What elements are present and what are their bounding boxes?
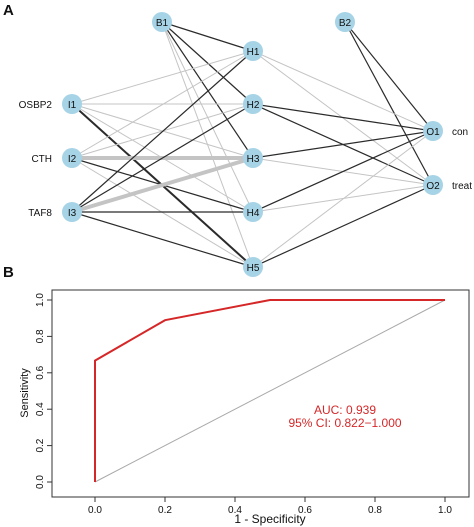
auc-annotation: AUC: 0.939 xyxy=(314,403,376,417)
node-h1 xyxy=(243,41,263,61)
y-tick-label: 0.2 xyxy=(35,438,46,452)
edge-i3-h1 xyxy=(71,50,254,213)
panel-b-label: B xyxy=(3,264,14,281)
node-label-h3: H3 xyxy=(247,154,260,165)
edge-h1-o1 xyxy=(252,50,434,132)
x-tick-label: 0.0 xyxy=(88,505,102,516)
edge-i1-h1 xyxy=(71,50,254,105)
node-name-i1: OSBP2 xyxy=(19,100,53,111)
node-label-h5: H5 xyxy=(247,263,260,274)
edge-b1-h4 xyxy=(161,21,254,213)
y-tick-label: 1.0 xyxy=(35,293,46,307)
plot-frame xyxy=(51,289,470,498)
x-tick-label: 0.2 xyxy=(158,505,172,516)
node-b2 xyxy=(335,12,355,32)
y-tick-label: 0.6 xyxy=(35,365,46,379)
node-label-h1: H1 xyxy=(247,47,260,58)
node-label-h2: H2 xyxy=(247,100,260,111)
node-name-i3: TAF8 xyxy=(28,208,52,219)
x-tick-label: 1.0 xyxy=(438,505,452,516)
edge-h2-o1 xyxy=(252,103,434,132)
node-label-i2: I2 xyxy=(68,154,77,165)
node-label-o1: O1 xyxy=(426,127,440,138)
edge-b1-h2 xyxy=(161,21,254,105)
node-label-h4: H4 xyxy=(247,208,260,219)
node-label-i1: I1 xyxy=(68,100,77,111)
y-tick-label: 0.4 xyxy=(35,402,46,416)
node-label-i3: I3 xyxy=(68,208,77,219)
edge-i2-h1 xyxy=(71,50,254,159)
node-h3 xyxy=(243,148,263,168)
node-h4 xyxy=(243,202,263,222)
edge-i3-h5 xyxy=(71,211,254,268)
x-ticks: 0.0 0.2 0.4 0.6 0.8 1.0 xyxy=(88,497,452,516)
x-tick-label: 0.6 xyxy=(298,505,312,516)
network-node-names: OSBP2 CTH TAF8 con treat xyxy=(19,100,473,219)
y-axis-label: Sensitivity xyxy=(19,368,31,418)
edge-b1-h1 xyxy=(161,21,254,52)
edge-h5-o1 xyxy=(252,130,434,268)
network-edges xyxy=(71,21,434,268)
x-tick-label: 0.4 xyxy=(228,505,242,516)
edge-i3-h3 xyxy=(71,156,254,214)
y-tick-label: 0.0 xyxy=(35,475,46,489)
node-o1 xyxy=(423,121,443,141)
roc-chart: 0.0 0.2 0.4 0.6 0.8 1.0 0.0 0.2 0.4 0.6 0.8 1.0 1 … xyxy=(19,289,470,526)
x-tick-label: 0.8 xyxy=(368,505,382,516)
edge-b2-o1 xyxy=(344,21,434,132)
node-h5 xyxy=(243,257,263,277)
edge-h3-o1 xyxy=(252,130,434,159)
node-i1 xyxy=(62,94,82,114)
edge-h4-o1 xyxy=(252,130,434,213)
reference-diagonal xyxy=(94,299,446,483)
panel-a-label: A xyxy=(3,2,14,19)
edge-b2-o2 xyxy=(344,21,434,186)
ci-annotation: 95% CI: 0.822−1.000 xyxy=(288,416,401,430)
node-name-o1: con xyxy=(452,127,468,138)
node-o2 xyxy=(423,175,443,195)
node-label-b1: B1 xyxy=(156,18,169,29)
y-tick-label: 0.8 xyxy=(35,329,46,343)
node-name-i2: CTH xyxy=(31,154,52,165)
node-name-o2: treat xyxy=(452,181,472,192)
x-axis-label: 1 - Specificity xyxy=(234,512,305,526)
node-i2 xyxy=(62,148,82,168)
node-i3 xyxy=(62,202,82,222)
roc-series xyxy=(94,299,445,482)
roc-curve xyxy=(94,299,445,482)
edge-i3-h2 xyxy=(71,103,254,213)
network-nodes: B1 B2 I1 I2 I3 H1 H2 H3 H4 H5 O1 O2 xyxy=(62,12,443,277)
node-label-b2: B2 xyxy=(339,18,352,29)
node-label-o2: O2 xyxy=(426,181,440,192)
node-b1 xyxy=(152,12,172,32)
y-ticks: 0.0 0.2 0.4 0.6 0.8 1.0 xyxy=(35,293,52,489)
node-h2 xyxy=(243,94,263,114)
edge-h5-o2 xyxy=(252,184,434,268)
edge-b1-h3 xyxy=(161,21,254,159)
